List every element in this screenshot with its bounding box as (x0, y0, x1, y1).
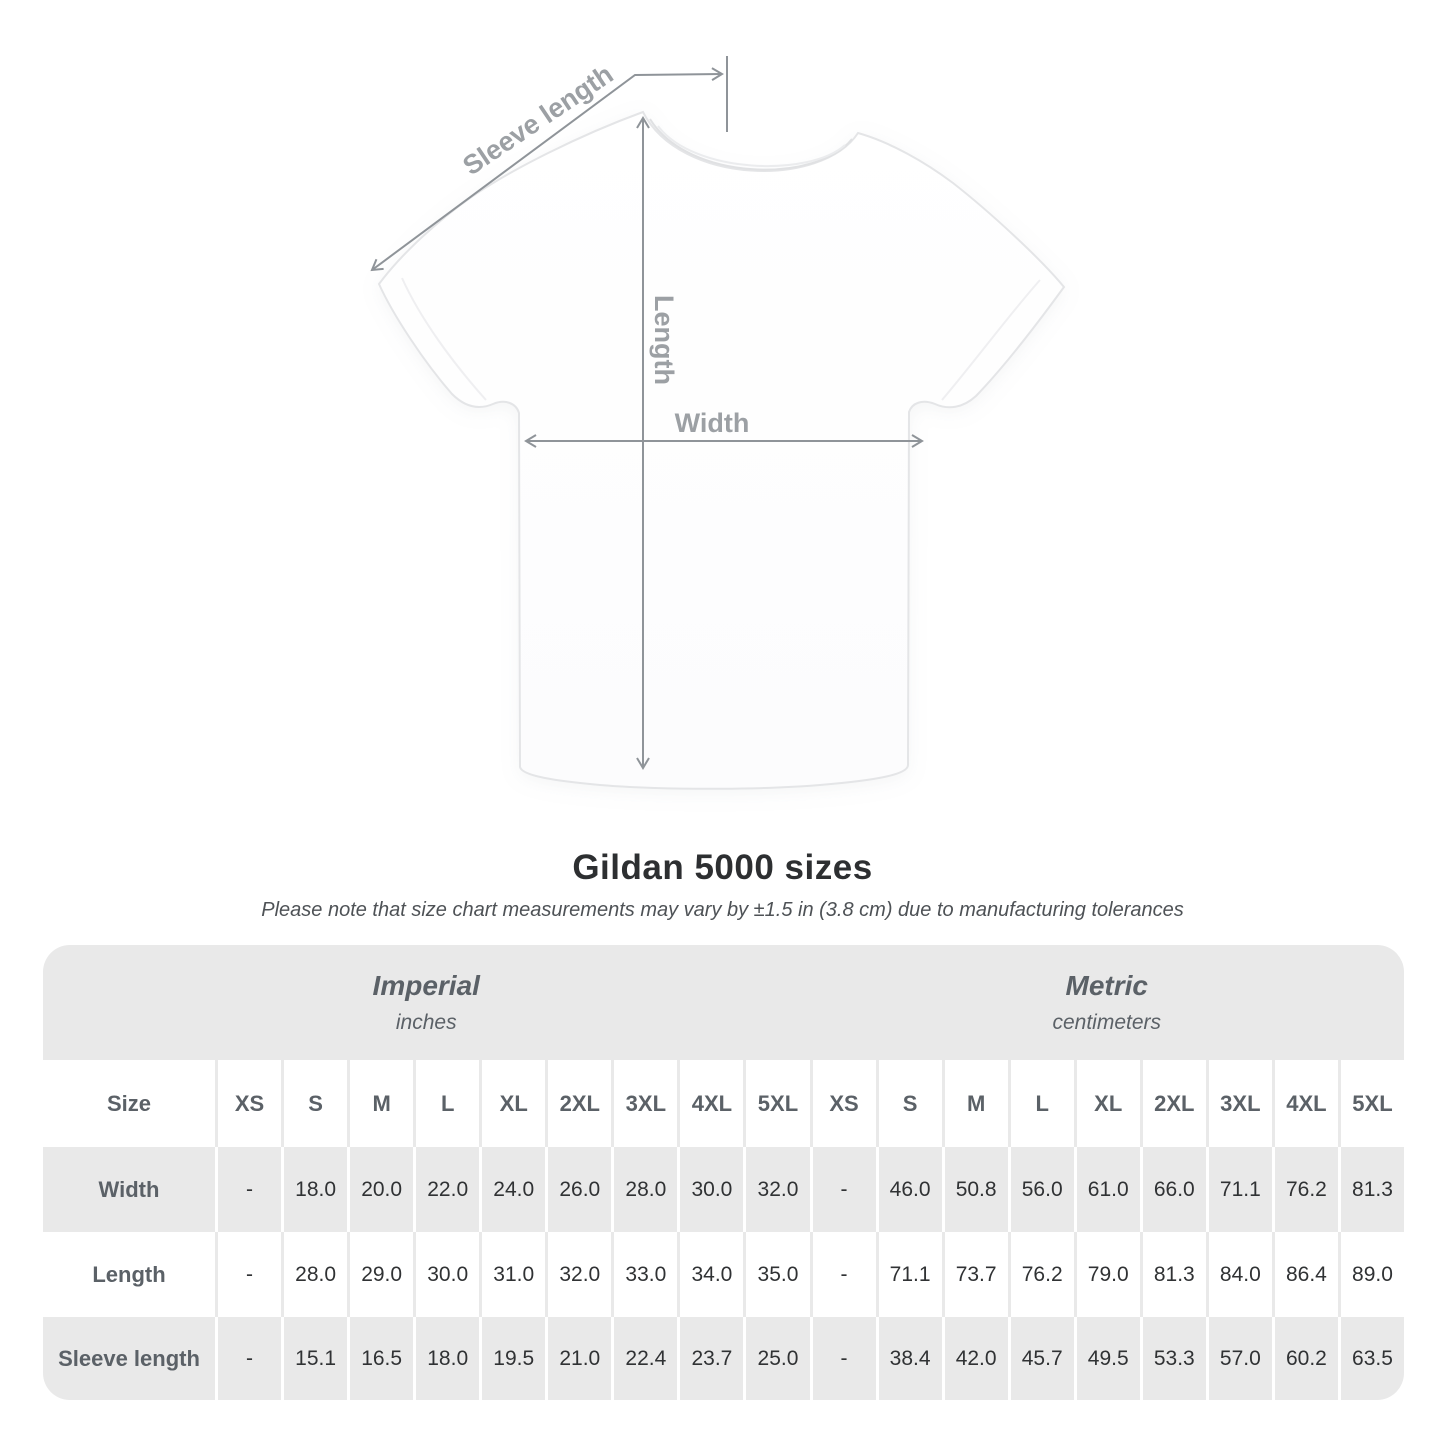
size-header-cell: XL (479, 1060, 546, 1147)
value-cell: 49.5 (1073, 1317, 1140, 1400)
value-cell: 71.1 (1205, 1147, 1272, 1232)
value-cell: 30.0 (413, 1232, 480, 1317)
right-sleeve-seam (941, 279, 1041, 401)
value-cell: 30.0 (677, 1147, 744, 1232)
tshirt-diagram: Sleeve length Length Width (370, 56, 1066, 790)
value-cell: 42.0 (941, 1317, 1008, 1400)
value-cell: 73.7 (941, 1232, 1008, 1317)
page-title: Gildan 5000 sizes (572, 848, 873, 887)
length-label: Length (649, 295, 679, 385)
value-cell: - (809, 1317, 876, 1400)
width-label: Width (675, 408, 750, 438)
value-cell: 19.5 (479, 1317, 546, 1400)
value-cell: 22.0 (413, 1147, 480, 1232)
imperial-unit-header: Imperial inches (43, 945, 810, 1060)
value-cell: 32.0 (743, 1147, 810, 1232)
value-cell: 20.0 (347, 1147, 414, 1232)
value-cell: 71.1 (875, 1232, 942, 1317)
value-cell: - (809, 1147, 876, 1232)
size-header-cell: M (941, 1060, 1008, 1147)
value-cell: 84.0 (1205, 1232, 1272, 1317)
value-cell: 81.3 (1337, 1147, 1404, 1232)
metric-label: Metric (1065, 970, 1148, 1001)
value-cell: - (215, 1317, 282, 1400)
value-cell: 34.0 (677, 1232, 744, 1317)
value-cell: - (215, 1147, 282, 1232)
size-header-cell: 3XL (611, 1060, 678, 1147)
size-header-cell: 4XL (677, 1060, 744, 1147)
imperial-label: Imperial (372, 970, 480, 1001)
metric-sublabel: centimeters (1052, 1011, 1162, 1034)
value-cell: 31.0 (479, 1232, 546, 1317)
value-cell: 60.2 (1271, 1317, 1338, 1400)
value-cell: 33.0 (611, 1232, 678, 1317)
size-header-cell: XS (215, 1060, 282, 1147)
size-header-cell: S (875, 1060, 942, 1147)
value-cell: 53.3 (1139, 1317, 1206, 1400)
value-cell: 28.0 (611, 1147, 678, 1232)
size-header-cell: 3XL (1205, 1060, 1272, 1147)
size-header-cell: 5XL (743, 1060, 810, 1147)
size-header-cell: 2XL (1139, 1060, 1206, 1147)
value-cell: 86.4 (1271, 1232, 1338, 1317)
value-cell: 15.1 (281, 1317, 348, 1400)
page-subtitle: Please note that size chart measurements… (261, 899, 1184, 921)
size-header-cell: L (1007, 1060, 1074, 1147)
value-cell: 32.0 (545, 1232, 612, 1317)
value-cell: 28.0 (281, 1232, 348, 1317)
value-cell: 89.0 (1337, 1232, 1404, 1317)
value-cell: 18.0 (413, 1317, 480, 1400)
value-cell: 56.0 (1007, 1147, 1074, 1232)
value-cell: 16.5 (347, 1317, 414, 1400)
value-cell: 76.2 (1007, 1232, 1074, 1317)
size-header-cell: S (281, 1060, 348, 1147)
imperial-sublabel: inches (395, 1011, 457, 1034)
value-cell: 50.8 (941, 1147, 1008, 1232)
tshirt-illustration (377, 110, 1066, 790)
size-header-cell: M (347, 1060, 414, 1147)
value-cell: 29.0 (347, 1232, 414, 1317)
size-header-cell: 4XL (1271, 1060, 1338, 1147)
value-cell: 61.0 (1073, 1147, 1140, 1232)
value-cell: 23.7 (677, 1317, 744, 1400)
size-table: Imperial inches Metric centimeters Size X… (43, 945, 1404, 1400)
left-sleeve-seam (401, 277, 487, 401)
value-cell: 24.0 (479, 1147, 546, 1232)
value-cell: 38.4 (875, 1317, 942, 1400)
value-cell: 57.0 (1205, 1317, 1272, 1400)
value-cell: 63.5 (1337, 1317, 1404, 1400)
size-header-cell: XL (1073, 1060, 1140, 1147)
value-cell: - (809, 1232, 876, 1317)
size-column-header: Size (43, 1060, 215, 1147)
sleeve-length-arrow (370, 67, 724, 272)
value-cell: 35.0 (743, 1232, 810, 1317)
value-cell: 22.4 (611, 1317, 678, 1400)
value-cell: 79.0 (1073, 1232, 1140, 1317)
value-cell: 18.0 (281, 1147, 348, 1232)
value-cell: 66.0 (1139, 1147, 1206, 1232)
row-label: Width (43, 1147, 215, 1232)
value-cell: 26.0 (545, 1147, 612, 1232)
value-cell: 45.7 (1007, 1317, 1074, 1400)
row-label: Length (43, 1232, 215, 1317)
value-cell: 21.0 (545, 1317, 612, 1400)
value-cell: - (215, 1232, 282, 1317)
metric-unit-header: Metric centimeters (809, 945, 1404, 1060)
measurement-arrows (370, 56, 924, 770)
size-header-cell: L (413, 1060, 480, 1147)
value-cell: 25.0 (743, 1317, 810, 1400)
row-label: Sleeve length (43, 1317, 215, 1400)
size-header-cell: XS (809, 1060, 876, 1147)
value-cell: 76.2 (1271, 1147, 1338, 1232)
value-cell: 81.3 (1139, 1232, 1206, 1317)
value-cell: 46.0 (875, 1147, 942, 1232)
size-header-cell: 2XL (545, 1060, 612, 1147)
size-header-cell: 5XL (1337, 1060, 1404, 1147)
